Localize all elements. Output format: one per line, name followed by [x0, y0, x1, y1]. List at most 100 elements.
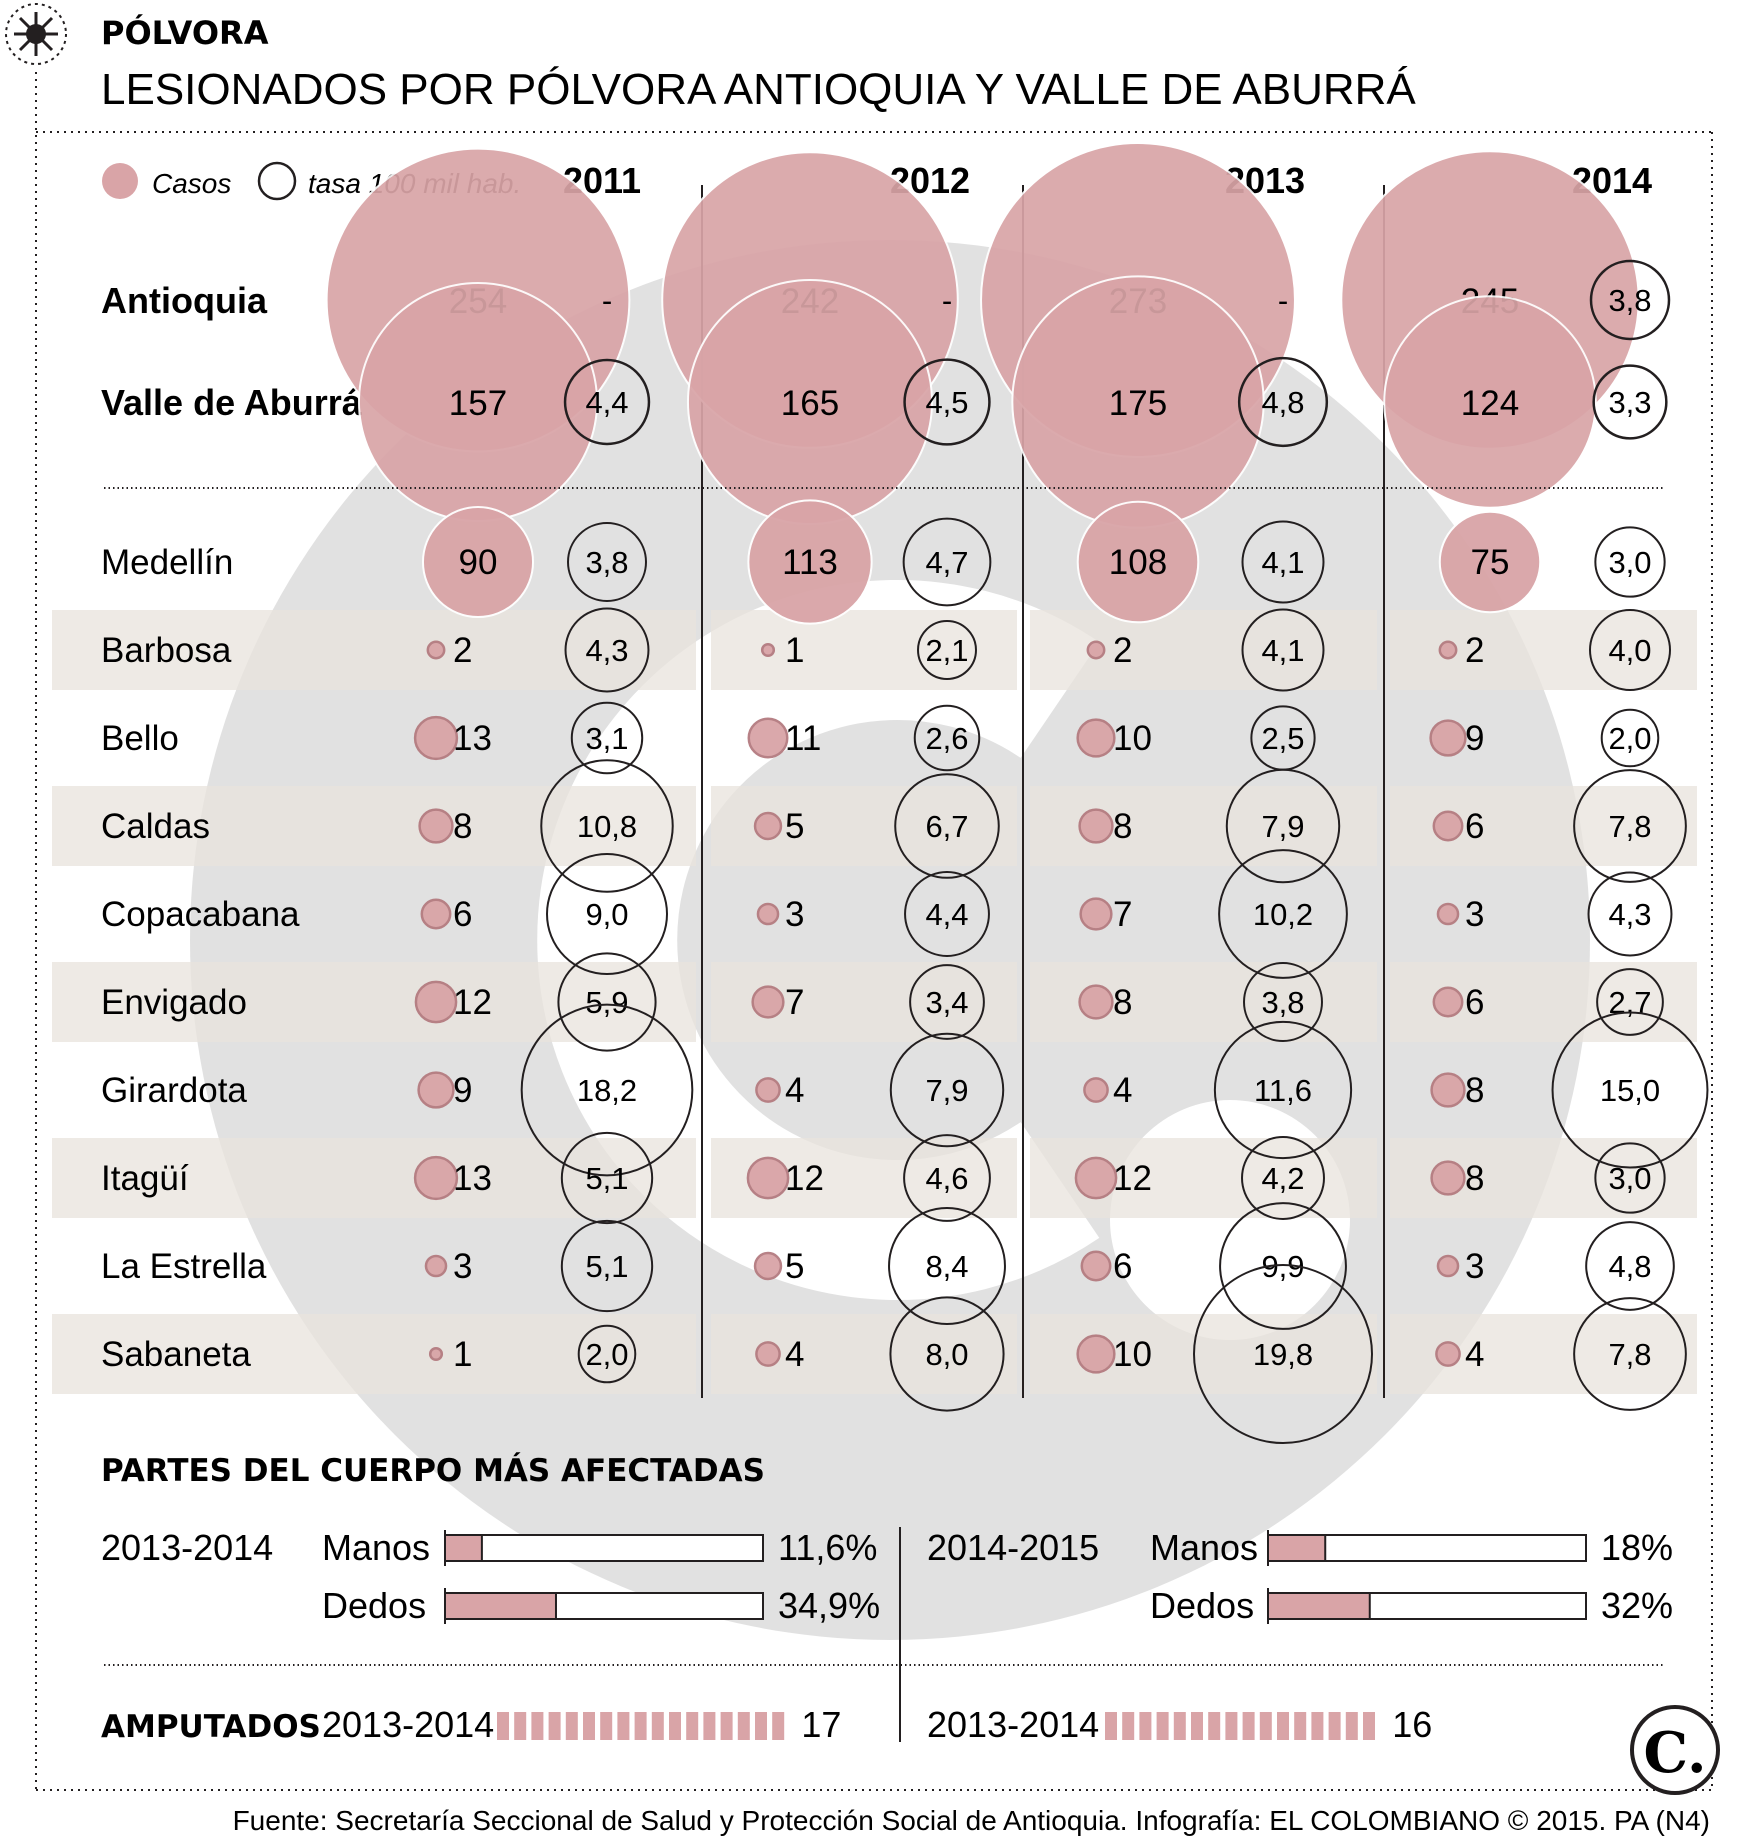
amputado-mark [772, 1712, 785, 1740]
partes-item-value: 32% [1601, 1585, 1673, 1626]
casos-value: 4 [785, 1071, 804, 1110]
tasa-value: - [942, 283, 952, 318]
svg-text:C.: C. [1643, 1720, 1706, 1786]
row-bands [52, 610, 1697, 1394]
casos-value: 5 [785, 807, 804, 846]
row-label: Valle de Aburrá [101, 382, 363, 423]
casos-value: 11 [785, 719, 821, 758]
tasa-bubble [1225, 768, 1341, 884]
tasa-bubble [1587, 871, 1673, 957]
casos-value: 10 [1113, 1335, 1152, 1374]
casos-bubble [1435, 1341, 1461, 1367]
amputado-mark [1345, 1712, 1358, 1740]
tasa-bubble [1600, 708, 1660, 768]
tasa-bubble [917, 620, 977, 680]
page-title: LESIONADOS POR PÓLVORA ANTIOQUIA Y VALLE… [101, 65, 1416, 114]
tasa-bubble [1589, 259, 1671, 341]
casos-bubble [756, 902, 780, 926]
partes-item-label: Manos [1150, 1527, 1258, 1568]
casos-value: 175 [1109, 384, 1167, 423]
casos-bubble [1430, 1160, 1466, 1196]
casos-bubble [1083, 1077, 1109, 1103]
casos-value: 12 [785, 1159, 824, 1198]
tasa-bubble [577, 1324, 637, 1384]
amputado-mark [755, 1712, 767, 1740]
tasa-bubble [1219, 1202, 1347, 1330]
partes-item-label: Dedos [1150, 1585, 1254, 1626]
tasa-value: 8,4 [925, 1249, 968, 1284]
amputado-mark [1328, 1712, 1341, 1740]
casos-value: 4 [1465, 1335, 1484, 1374]
casos-bubble [1086, 640, 1106, 660]
amputado-mark [720, 1712, 733, 1740]
casos-bubble [1383, 295, 1597, 509]
tasa-bubble [546, 853, 668, 975]
partes-item-value: 18% [1601, 1527, 1673, 1568]
casos-bubble [1432, 810, 1464, 842]
casos-value: 8 [1113, 983, 1132, 1022]
tasa-value: 15,0 [1600, 1073, 1660, 1108]
amputados-value: 16 [1392, 1704, 1432, 1745]
tasa-value: 6,7 [925, 809, 968, 844]
amputados-title: AMPUTADOS [101, 1709, 321, 1745]
sun-icon [5, 3, 67, 65]
tasa-value: 3,4 [925, 985, 968, 1020]
amputado-mark [1191, 1712, 1203, 1740]
row-band [52, 1314, 696, 1394]
tasa-bubble [894, 773, 1000, 879]
casos-value: 12 [453, 983, 492, 1022]
tasa-bubbles: - - - 3,8 4,4 4,5 4,8 3,3 3,8 4,7 4,1 3,0 4,3 2,1 4,1 4… [520, 259, 1709, 1444]
casos-bubbles: 2542422732451571651751249011310875212213… [325, 142, 1640, 1374]
casos-value: 6 [1465, 807, 1484, 846]
casos-bubble [428, 1346, 444, 1362]
source-footer: Fuente: Secretaría Seccional de Salud y … [233, 1805, 1710, 1836]
tasa-value: 4,6 [925, 1161, 968, 1196]
casos-bubble [746, 1156, 790, 1200]
amputado-mark [1311, 1712, 1324, 1740]
amputados-period: 2013-2014 [927, 1704, 1099, 1745]
casos-value: 3 [785, 895, 804, 934]
casos-bubble [1078, 984, 1114, 1020]
row-band [52, 610, 696, 690]
casos-value: 3 [1465, 1247, 1484, 1286]
tasa-value: 3,8 [1261, 985, 1304, 1020]
amputado-mark [1259, 1712, 1272, 1740]
amputado-mark [617, 1712, 630, 1740]
row-label: Copacabana [101, 895, 300, 934]
amputado-mark [497, 1712, 509, 1740]
legend-tasa-swatch [257, 161, 297, 201]
amputado-mark [1156, 1712, 1169, 1740]
tasa-value: 5,9 [585, 985, 628, 1020]
casos-bubble [1074, 1156, 1118, 1200]
tasa-bubble [557, 952, 657, 1052]
amputados-bars: 2013-2014 17 2013-2014 16 [322, 1704, 1432, 1745]
partes-item-value: 11,6% [778, 1527, 877, 1568]
casos-bubble [747, 717, 789, 759]
row-label: Medellín [101, 543, 233, 582]
tasa-value: 11,6 [1254, 1073, 1312, 1108]
casos-value: 124 [1461, 384, 1519, 423]
tasa-bubble [902, 517, 992, 607]
tasa-bubble [564, 607, 650, 693]
partes-bars: 2013-2014 Manos 11,6% Dedos 34,9% 2014-2015 Ma… [101, 1527, 1673, 1626]
tasa-value: 7,9 [925, 1073, 968, 1108]
tasa-bubble [904, 871, 990, 957]
casos-value: 10 [1113, 719, 1152, 758]
tasa-bubble [903, 358, 991, 446]
row-label: La Estrella [101, 1247, 267, 1286]
partes-bar-track [444, 1534, 764, 1562]
casos-bubble [760, 642, 776, 658]
casos-value: 13 [453, 719, 492, 758]
tasa-value: 4,5 [925, 385, 968, 420]
row-band [52, 786, 696, 866]
amputado-mark [565, 1712, 578, 1740]
amputado-mark [686, 1712, 699, 1740]
tasa-bubble [1573, 1297, 1687, 1411]
casos-bubble [1436, 902, 1460, 926]
amputado-mark [1242, 1712, 1255, 1740]
amputado-mark [1105, 1712, 1117, 1740]
partes-bar-fill [444, 1534, 483, 1562]
amputado-mark [634, 1712, 647, 1740]
casos-value: 165 [781, 384, 839, 423]
casos-value: 1 [785, 631, 804, 670]
